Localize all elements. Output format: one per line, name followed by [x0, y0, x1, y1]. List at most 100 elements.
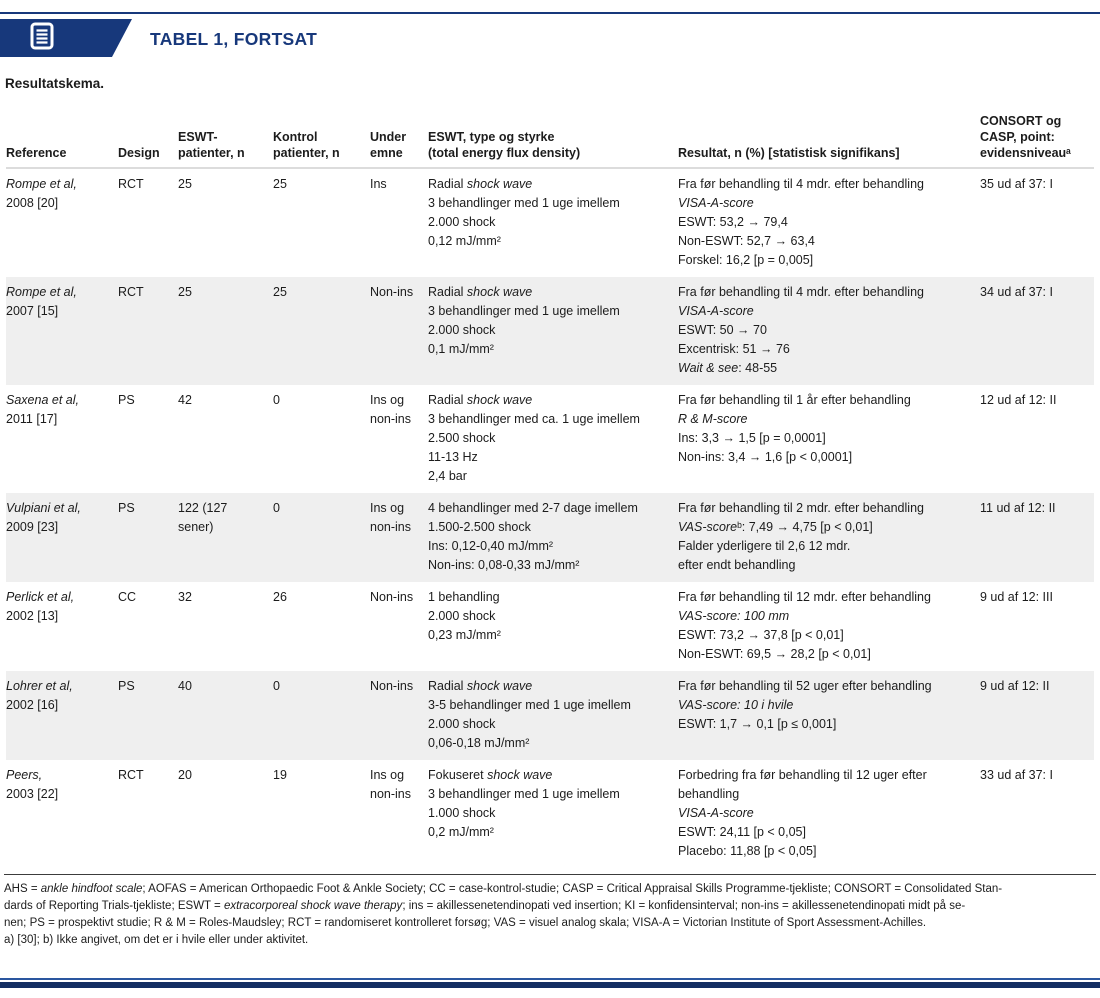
cell-line: ESWT: 1,7 → 0,1 [p ≤ 0,001]: [678, 717, 837, 731]
cell-emne: Ins: [370, 168, 428, 277]
cell-line: Ins: 3,3 → 1,5 [p = 0,0001]: [678, 431, 826, 445]
table-row: Rompe et al, 2007 [15] RCT 25 25 Non-ins Radia…: [6, 277, 1094, 385]
cell-line: 40: [178, 679, 192, 693]
cell-eswt_n: 122 (127 sener): [178, 493, 273, 582]
cell-reference: Perlick et al, 2002 [13]: [6, 582, 118, 671]
italic-text: Saxena et al,: [6, 393, 79, 407]
cell-line: 3 behandlinger med 1 uge imellem: [428, 787, 620, 801]
italic-text: shock wave: [466, 679, 533, 693]
cell-line: Non-ESWT: 52,7 → 63,4: [678, 234, 815, 248]
cell-emne: Non-ins: [370, 582, 428, 671]
cell-line: ESWT: 50 → 70: [678, 323, 767, 337]
cell-eswt_n: 25: [178, 277, 273, 385]
cell-line: Ins og: [370, 393, 405, 407]
cell-resultat: Fra før behandling til 2 mdr. efter beha…: [678, 493, 980, 582]
cell-line: 25: [178, 177, 192, 191]
cell-line: 34 ud af 37: I: [980, 285, 1053, 299]
cell-kontrol_n: 19: [273, 760, 370, 868]
cell-line: behandling: [678, 787, 740, 801]
cell-resultat: Fra før behandling til 52 uger efter beh…: [678, 671, 980, 760]
cell-line: Lohrer et al,: [6, 677, 110, 696]
cell-line: Radial shock wave: [428, 393, 533, 407]
cell-resultat: Fra før behandling til 4 mdr. efter beha…: [678, 277, 980, 385]
cell-line: PS: [118, 679, 135, 693]
italic-text: Vulpiani et al,: [6, 501, 81, 515]
cell-line: Radial shock wave: [428, 679, 533, 693]
cell-line: 3 behandlinger med 1 uge imellem: [428, 304, 620, 318]
cell-consort: 33 ud af 37: I: [980, 760, 1094, 868]
cell-line: Ins og: [370, 768, 405, 782]
cell-eswt_n: 20: [178, 760, 273, 868]
cell-line: Rompe et al,: [6, 175, 110, 194]
cell-line: Radial shock wave: [428, 177, 533, 191]
cell-design: RCT: [118, 760, 178, 868]
cell-line: 2011 [17]: [6, 412, 58, 426]
cell-reference: Peers, 2003 [22]: [6, 760, 118, 868]
column-header-resultat: Resultat, n (%) [statistisk signifikans]: [678, 113, 980, 169]
cell-line: Vulpiani et al,: [6, 499, 110, 518]
cell-line: 19: [273, 768, 287, 782]
cell-line: Fra før behandling til 4 mdr. efter beha…: [678, 177, 924, 191]
column-header-eswt_n: ESWT- patienter, n: [178, 113, 273, 169]
italic-text: Lohrer et al,: [6, 679, 73, 693]
cell-line: 25: [273, 177, 287, 191]
cell-line: PS: [118, 501, 135, 515]
cell-design: RCT: [118, 168, 178, 277]
cell-consort: 34 ud af 37: I: [980, 277, 1094, 385]
cell-eswt_n: 40: [178, 671, 273, 760]
cell-line: 11 ud af 12: II: [980, 501, 1056, 515]
cell-resultat: Forbedring fra før behandling til 12 uge…: [678, 760, 980, 868]
cell-line: 26: [273, 590, 287, 604]
cell-line: ESWT: 24,11 [p < 0,05]: [678, 825, 806, 839]
cell-type: Radial shock wave 3-5 behandlinger med 1 …: [428, 671, 678, 760]
cell-line: 1.000 shock: [428, 806, 496, 820]
cell-line: Rompe et al,: [6, 283, 110, 302]
cell-line: 0,2 mJ/mm²: [428, 825, 494, 839]
cell-line: VISA-A-score: [678, 194, 972, 213]
italic-text: VISA-A-score: [678, 196, 754, 210]
cell-line: CC: [118, 590, 137, 604]
cell-line: 3 behandlinger med 1 uge imellem: [428, 196, 620, 210]
cell-line: 12 ud af 12: II: [980, 393, 1057, 407]
cell-line: 32: [178, 590, 192, 604]
cell-line: 2,4 bar: [428, 469, 467, 483]
cell-consort: 9 ud af 12: III: [980, 582, 1094, 671]
footnote-line: dards of Reporting Trials-tjekliste; ESW…: [4, 900, 966, 912]
column-header-kontrol_n: Kontrol patienter, n: [273, 113, 370, 169]
cell-line: 9 ud af 12: III: [980, 590, 1053, 604]
cell-line: Peers,: [6, 766, 110, 785]
cell-line: 2.500 shock: [428, 431, 496, 445]
italic-text: Rompe et al,: [6, 177, 77, 191]
cell-emne: Non-ins: [370, 671, 428, 760]
cell-line: 0,23 mJ/mm²: [428, 628, 501, 642]
cell-emne: Ins og non-ins: [370, 760, 428, 868]
cell-emne: Ins og non-ins: [370, 493, 428, 582]
cell-line: 2002 [16]: [6, 698, 59, 712]
cell-line: sener): [178, 520, 214, 534]
document-lines-icon: [30, 22, 54, 55]
table-masthead: TABEL 1, FORTSAT: [0, 0, 1100, 62]
cell-line: efter endt behandling: [678, 558, 796, 572]
cell-resultat: Fra før behandling til 4 mdr. efter beha…: [678, 168, 980, 277]
cell-kontrol_n: 0: [273, 493, 370, 582]
italic-text: VAS-score: 10 i hvile: [678, 698, 794, 712]
cell-reference: Rompe et al, 2007 [15]: [6, 277, 118, 385]
cell-line: VAS-score: 100 mm: [678, 607, 972, 626]
cell-line: Ins og: [370, 501, 405, 515]
cell-line: VAS-score: 10 i hvile: [678, 696, 972, 715]
header-row: Reference Design ESWT- patienter, n Kontrol…: [6, 113, 1094, 169]
cell-line: Fokuseret shock wave: [428, 768, 553, 782]
italic-text: shock wave: [466, 393, 533, 407]
cell-line: Fra før behandling til 1 år efter behand…: [678, 393, 911, 407]
cell-line: Forbedring fra før behandling til 12 uge…: [678, 768, 927, 782]
cell-line: 25: [178, 285, 192, 299]
cell-eswt_n: 42: [178, 385, 273, 493]
italic-text: extracorporeal shock wave therapy: [223, 900, 403, 912]
italic-text: R & M-score: [678, 412, 748, 426]
cell-line: 2.000 shock: [428, 609, 496, 623]
cell-reference: Lohrer et al, 2002 [16]: [6, 671, 118, 760]
table-row: Perlick et al, 2002 [13] CC 32 26 Non-ins 1 be…: [6, 582, 1094, 671]
cell-type: 4 behandlinger med 2-7 dage imellem 1.500…: [428, 493, 678, 582]
cell-resultat: Fra før behandling til 1 år efter behand…: [678, 385, 980, 493]
cell-design: PS: [118, 385, 178, 493]
